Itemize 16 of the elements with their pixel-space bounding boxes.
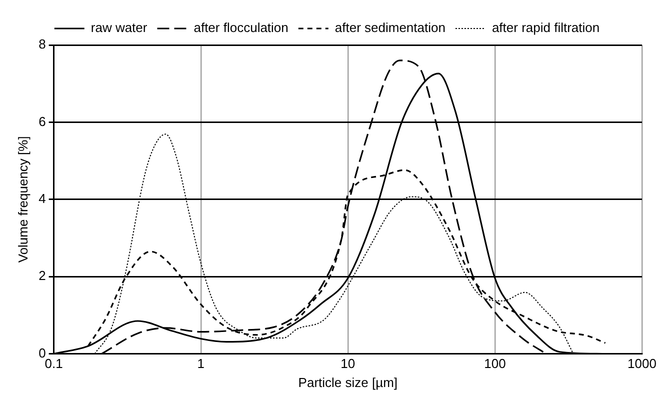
- legend-label: raw water: [90, 20, 148, 36]
- x-axis-title: Particle size [µm]: [298, 374, 398, 390]
- x-tick-label: 1000: [628, 356, 656, 372]
- legend-label: after flocculation: [194, 20, 288, 36]
- legend-label: after rapid filtration: [492, 20, 600, 36]
- x-tick-label: 0.1: [44, 356, 63, 372]
- y-tick-label: 4: [38, 190, 46, 206]
- legend-label: after sedimentation: [334, 20, 446, 36]
- x-tick-label: 100: [484, 356, 506, 372]
- x-tick-label: 10: [340, 356, 356, 372]
- y-tick-label: 6: [38, 114, 46, 129]
- y-axis-title: Volume frequency [%]: [15, 136, 30, 263]
- y-tick-label: 8: [38, 36, 46, 52]
- x-tick-label: 1: [197, 356, 204, 372]
- y-tick-label: 0: [38, 345, 46, 360]
- y-tick-label: 2: [38, 268, 46, 284]
